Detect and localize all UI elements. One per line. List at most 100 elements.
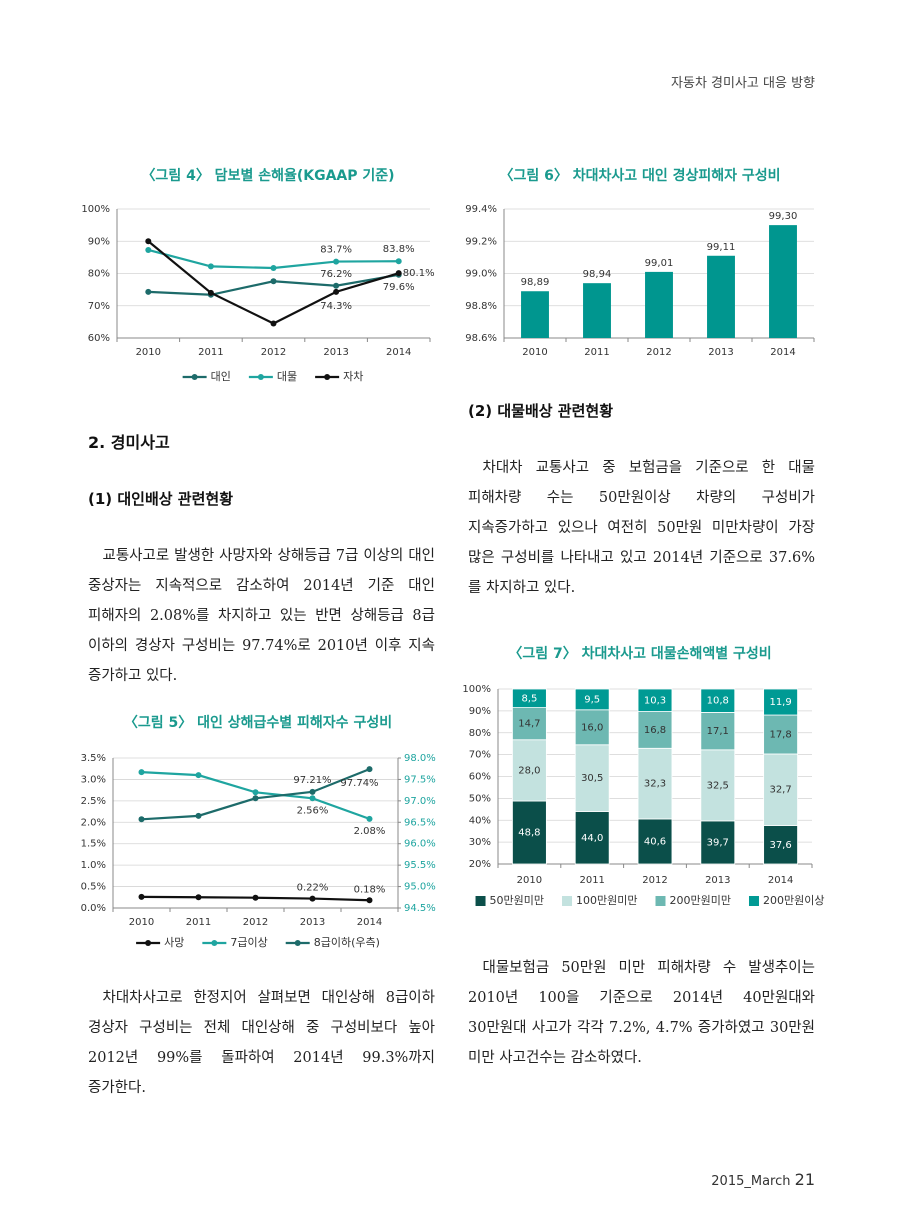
bar-segment — [574, 688, 610, 711]
data-label: 32,5 — [707, 780, 729, 791]
legend-swatch — [475, 896, 486, 906]
point — [195, 894, 202, 901]
bar-segment — [763, 714, 798, 755]
bar-segment — [763, 688, 798, 716]
point — [270, 265, 277, 272]
point — [309, 795, 316, 802]
point — [366, 897, 373, 904]
legend-marker — [257, 374, 264, 380]
y-tick-label: 90% — [469, 706, 491, 717]
y-tick-label: 1.0% — [81, 860, 106, 871]
x-tick-label: 2012 — [642, 875, 667, 886]
data-label: 32,7 — [769, 785, 791, 796]
data-label: 10,8 — [707, 696, 729, 707]
legend-label: 자차 — [343, 370, 363, 383]
point — [207, 263, 214, 270]
y-tick-label: 1.5% — [81, 839, 106, 850]
point — [309, 895, 316, 902]
bar-segment — [574, 709, 610, 746]
data-label: 17,1 — [707, 726, 729, 737]
data-label: 0.22% — [297, 883, 329, 894]
bar-segment — [700, 820, 736, 865]
data-label: 98,89 — [521, 277, 550, 288]
data-label: 2.56% — [297, 805, 329, 816]
chart-title: 〈그림 6〉 차대차사고 대인 경상피해자 구성비 — [499, 167, 780, 184]
legend-label: 200만원미만 — [670, 894, 731, 907]
paragraph: 차대차 교통사고 중 보험금을 기준으로 한 대물 피해차량 수는 50만원이상… — [468, 460, 815, 596]
page-number: 21 — [794, 1170, 815, 1189]
data-label: 11,9 — [769, 697, 791, 708]
section-heading: 2. 경미사고 — [88, 433, 170, 452]
x-tick-label: 2010 — [129, 917, 154, 928]
y-tick-label: 0.0% — [81, 903, 106, 914]
x-tick-label: 2011 — [186, 917, 211, 928]
legend-label: 사망 — [164, 936, 184, 949]
legend-label: 7급이상 — [230, 936, 267, 949]
bar-segment — [637, 711, 673, 749]
data-label: 99,11 — [707, 242, 736, 253]
chart-title: 〈그림 5〉 대인 상해급수별 피해자수 구성비 — [124, 714, 392, 731]
y-tick-label: 98.8% — [465, 301, 497, 312]
x-tick-label: 2011 — [584, 347, 609, 358]
point — [145, 246, 152, 253]
y-tick-label: 80% — [469, 728, 491, 739]
data-label: 83.8% — [383, 244, 415, 255]
bar-segment — [763, 825, 798, 865]
legend-label: 대물 — [277, 370, 297, 383]
y-tick-label: 98.6% — [465, 333, 497, 344]
data-label: 10,3 — [644, 695, 666, 706]
legend-swatch — [562, 896, 573, 906]
y2-tick-label: 95.0% — [404, 882, 436, 893]
bar-segment — [512, 739, 547, 802]
running-header: 자동차 경미사고 대응 방향 — [671, 76, 815, 91]
legend-label: 50만원미만 — [490, 894, 544, 907]
data-label: 97.74% — [340, 778, 378, 789]
x-tick-label: 2014 — [386, 347, 411, 358]
y2-tick-label: 96.5% — [404, 817, 436, 828]
data-label: 8,5 — [521, 693, 537, 704]
legend: 대인 대물 자차 — [182, 370, 363, 383]
x-tick-label: 2010 — [517, 875, 542, 886]
legend-marker — [324, 374, 331, 380]
point — [138, 893, 145, 900]
legend-swatch — [748, 896, 759, 906]
bar-segment — [512, 707, 547, 741]
data-label: 74.3% — [320, 301, 352, 312]
legend-marker — [145, 940, 152, 946]
data-label: 30,5 — [581, 773, 603, 784]
bar-segment — [637, 688, 673, 712]
data-label: 14,7 — [518, 719, 540, 730]
data-label: 16,0 — [581, 722, 603, 733]
y-tick-label: 99.4% — [465, 204, 497, 215]
data-label: 28,0 — [518, 765, 540, 776]
legend-marker — [294, 940, 301, 946]
y-tick-label: 0.5% — [81, 882, 106, 893]
x-tick-label: 2014 — [357, 917, 382, 928]
data-label: 83.7% — [320, 245, 352, 256]
bar-segment — [574, 744, 610, 812]
paragraph: 대물보험금 50만원 미만 피해차량 수 발생추이는 2010년 100을 기준… — [468, 960, 815, 1066]
y-tick-label: 80% — [88, 269, 110, 280]
subsection-heading: (1) 대인배상 관련현황 — [88, 490, 233, 508]
y-tick-label: 40% — [469, 815, 491, 826]
point — [195, 812, 202, 819]
x-tick-label: 2012 — [243, 917, 268, 928]
legend-marker — [191, 374, 198, 380]
point — [366, 766, 373, 773]
point — [395, 270, 402, 277]
data-label: 48,8 — [518, 828, 540, 839]
data-label: 80.1% — [403, 268, 435, 279]
data-label: 44,0 — [581, 833, 603, 844]
y-tick-label: 70% — [469, 750, 491, 761]
data-label: 79.6% — [383, 282, 415, 293]
x-tick-label: 2013 — [708, 347, 733, 358]
bar — [583, 283, 611, 338]
x-tick-label: 2011 — [579, 875, 604, 886]
data-label: 32,3 — [644, 779, 666, 790]
y-tick-label: 50% — [469, 793, 491, 804]
legend-label: 대인 — [211, 370, 231, 383]
y-tick-label: 99.2% — [465, 236, 497, 247]
data-label: 99,30 — [769, 211, 798, 222]
bar — [645, 271, 673, 338]
footer: 2015_March 21 — [711, 1170, 815, 1189]
